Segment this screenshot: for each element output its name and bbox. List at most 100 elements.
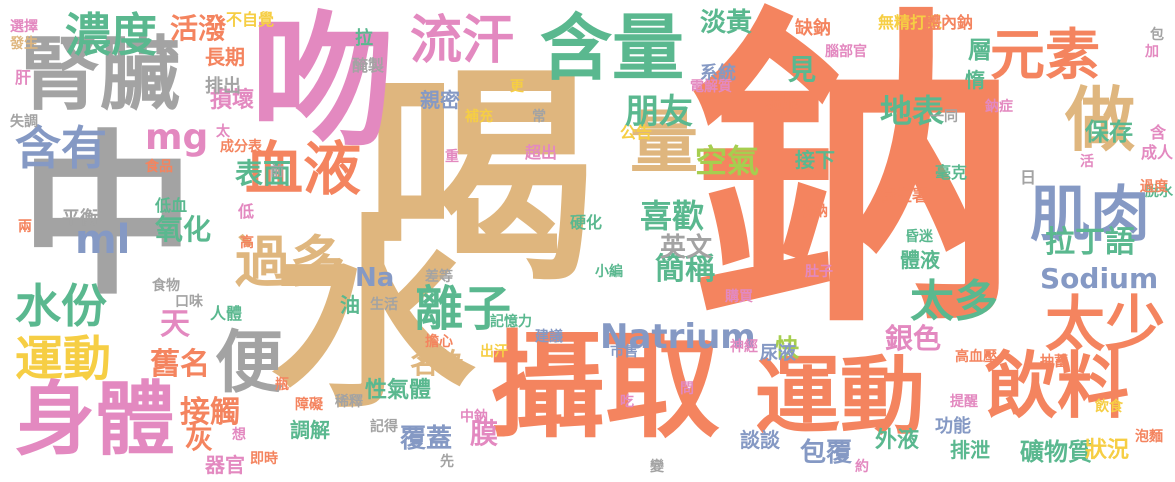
cloud-word: 身體 (15, 373, 175, 466)
cloud-word: 障礙 (295, 397, 323, 413)
cloud-word: 攝取 (490, 320, 721, 454)
cloud-word: 飲料 (985, 344, 1130, 428)
cloud-word: 昏迷 (905, 229, 933, 245)
cloud-word: 購買 (725, 289, 753, 305)
cloud-word: 加 (1145, 44, 1159, 60)
cloud-word: 公告 (620, 123, 653, 142)
cloud-word: 鈉 (690, 0, 1020, 367)
cloud-word: 差等 (425, 269, 453, 285)
cloud-word: 膜 (470, 417, 499, 450)
cloud-word: 食物 (152, 278, 180, 294)
cloud-word: 血液 (245, 135, 362, 203)
cloud-word: 過多 (235, 230, 346, 294)
cloud-word: 喝 (365, 46, 596, 313)
cloud-word: 先 (440, 454, 454, 470)
cloud-word: 失調 (10, 114, 38, 130)
cloud-word: 含量 (540, 6, 685, 90)
cloud-word: 朋友 (625, 92, 693, 132)
cloud-word: 太多 (910, 276, 998, 327)
cloud-word: 地表 (880, 92, 945, 130)
cloud-word: 補充 (465, 109, 493, 125)
cloud-word: 無精打采 (878, 13, 943, 32)
cloud-word: 體內鈉 (925, 13, 974, 32)
cloud-word: 氧化 (155, 213, 212, 246)
cloud-word: 調解 (290, 418, 330, 442)
cloud-word: Natrium (600, 317, 756, 357)
cloud-word: Sodium (1040, 262, 1159, 295)
cloud-word: 問 (680, 381, 694, 397)
cloud-word: 神經 (730, 339, 758, 355)
cloud-word: 談談 (740, 428, 780, 452)
cloud-word: 銀色 (885, 322, 942, 355)
cloud-word: 腎臟 (20, 28, 180, 121)
cloud-word: 太少 (1045, 290, 1165, 360)
cloud-word: 見 (788, 53, 817, 86)
cloud-word: 即時 (250, 451, 278, 467)
cloud-word: 吃 (620, 394, 634, 410)
cloud-word: 市售 (610, 344, 638, 360)
cloud-word: 接下 (795, 148, 835, 172)
cloud-word: 濃度 (65, 8, 157, 62)
cloud-word: 接觸 (180, 395, 240, 430)
cloud-word: 衛生署 (880, 186, 929, 205)
cloud-word: 飲食 (1095, 399, 1123, 415)
cloud-word: 想 (232, 427, 246, 443)
cloud-word: 量 (630, 104, 699, 183)
cloud-word: 太 (216, 124, 230, 140)
cloud-word: 便 (215, 324, 284, 403)
cloud-word: 灰 (185, 422, 214, 455)
cloud-word: 拉 (355, 28, 373, 49)
cloud-word: 稀釋 (335, 394, 363, 410)
cloud-word: 天 (160, 307, 190, 342)
cloud-word: ml (75, 217, 131, 263)
cloud-word: 電解質 (690, 79, 732, 95)
cloud-word: 離子 (415, 281, 512, 337)
cloud-word: 人體 (210, 304, 243, 323)
cloud-word: 日 (1020, 168, 1037, 187)
cloud-word: 記憶力 (490, 314, 532, 330)
cloud-word: 做 (1065, 79, 1135, 161)
cloud-word: 腦部官 (825, 44, 867, 60)
cloud-word: 兩 (18, 219, 32, 235)
cloud-word: 保存 (1085, 118, 1133, 146)
cloud-word: 低血 (155, 196, 188, 215)
cloud-word: 高 (240, 235, 254, 251)
cloud-word: 含 (1150, 123, 1167, 142)
cloud-word: 油 (340, 293, 360, 317)
cloud-word: 平衡 (62, 208, 98, 229)
cloud-word: 不自覺 (226, 10, 275, 29)
cloud-word: 排泄 (950, 438, 990, 462)
cloud-word: 拉丁語 (1045, 225, 1135, 260)
cloud-word: 前 (270, 164, 284, 180)
cloud-word: 硬化 (570, 213, 603, 232)
cloud-word: 抽蓄 (1040, 354, 1068, 370)
cloud-word: 簡稱 (655, 252, 715, 287)
cloud-word: 小編 (595, 264, 623, 280)
cloud-word: 流汗 (410, 11, 515, 71)
cloud-word: 狀況 (1085, 438, 1130, 463)
cloud-word: 水 (270, 198, 475, 436)
cloud-word: 超出 (525, 143, 558, 162)
cloud-word: 選擇 (10, 19, 38, 35)
cloud-word: 性氣體 (365, 378, 432, 403)
cloud-word: 包覆 (800, 438, 853, 468)
cloud-word: 活潑 (170, 12, 227, 45)
cloud-word: 提醒 (950, 394, 978, 410)
cloud-word: 生活 (370, 297, 398, 313)
cloud-word: 損壞 (210, 88, 255, 113)
cloud-word: 擔心 (425, 334, 453, 350)
cloud-word: 名為 (410, 347, 467, 380)
cloud-word: 建議 (535, 329, 563, 345)
cloud-word: 出汗 (480, 344, 508, 360)
cloud-word: 記得 (370, 419, 398, 435)
cloud-word: 食品 (145, 159, 173, 175)
cloud-word: 低 (238, 202, 255, 221)
cloud-word: 泡麵 (1135, 429, 1163, 445)
cloud-word: 外液 (875, 428, 920, 453)
cloud-word: 脫水 (1145, 184, 1173, 200)
cloud-word: 長期 (205, 45, 245, 69)
cloud-word: 排出 (205, 76, 241, 97)
cloud-word: 變 (650, 459, 664, 475)
cloud-word: 覆蓋 (400, 424, 453, 454)
cloud-word: 肌肉 (1030, 180, 1150, 250)
